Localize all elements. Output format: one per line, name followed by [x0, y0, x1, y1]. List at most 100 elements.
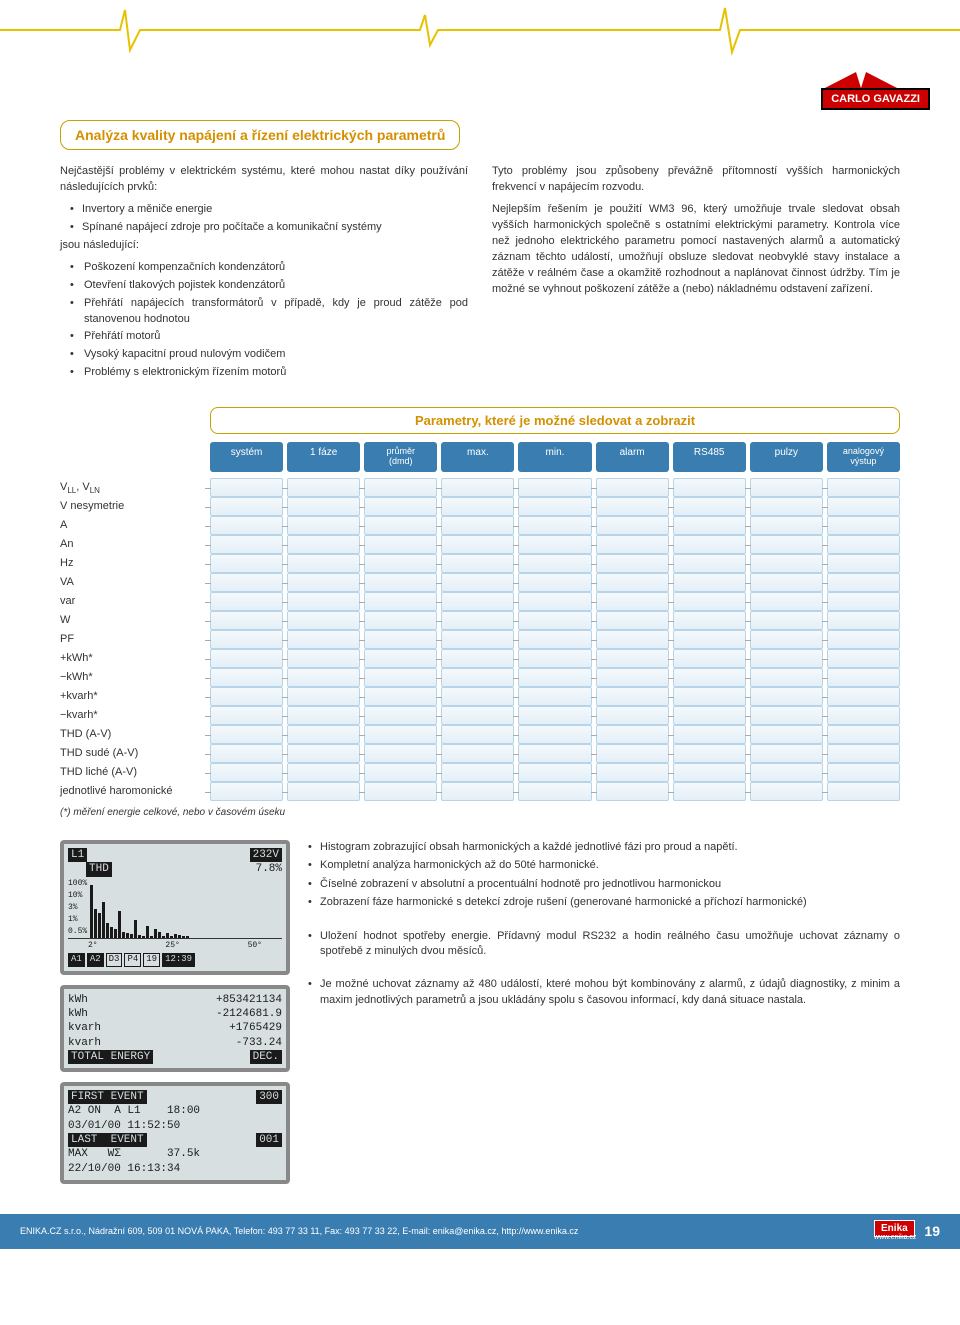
cause-item: Spínané napájecí zdroje pro počítače a k… [70, 220, 468, 236]
grid-cell [287, 706, 360, 725]
row-label: −kWh* [60, 668, 210, 687]
grid-cell [827, 478, 900, 497]
grid-cell [750, 706, 823, 725]
grid-cell [287, 516, 360, 535]
grid-cell [518, 497, 591, 516]
page-title: Analýza kvality napájení a řízení elektr… [75, 127, 445, 143]
grid-cell [518, 516, 591, 535]
grid-cell [287, 763, 360, 782]
row-label: V nesymetrie [60, 497, 210, 516]
grid-cell [750, 535, 823, 554]
grid-cell [750, 668, 823, 687]
grid-cell [673, 687, 746, 706]
desc-item: Zobrazení fáze harmonické s detekcí zdro… [308, 895, 900, 910]
grid-cell [827, 744, 900, 763]
grid-cell [518, 535, 591, 554]
grid-cell [750, 782, 823, 801]
grid-cell [750, 687, 823, 706]
grid-cell [596, 763, 669, 782]
grid-cell [673, 668, 746, 687]
row-label: var [60, 592, 210, 611]
grid-cell [673, 782, 746, 801]
grid-cell [596, 649, 669, 668]
grid-cell [518, 744, 591, 763]
grid-cell [596, 668, 669, 687]
effect-item: Otevření tlakových pojistek kondenzátorů [70, 278, 468, 294]
grid-cell [210, 763, 283, 782]
grid-cell [827, 554, 900, 573]
desc-item: Je možné uchovat záznamy až 480 událostí… [308, 977, 900, 1008]
row-label: −kvarh* [60, 706, 210, 725]
grid-cell [827, 782, 900, 801]
lcd-histogram-display: L1 232V THD 7.8% 100%10%3%1%0.5% 2°25°50… [60, 840, 290, 975]
lcd2-r4l: kvarh [68, 1036, 101, 1050]
row-label: Hz [60, 554, 210, 573]
grid-cell [364, 763, 437, 782]
effect-item: Přehřátí motorů [70, 329, 468, 345]
lcd1-histogram: 100%10%3%1%0.5% [68, 879, 282, 939]
grid-cell [210, 573, 283, 592]
grid-cell [441, 554, 514, 573]
lcd-event-display: FIRST EVENT300 A2 ON A L1 18:00 03/01/00… [60, 1082, 290, 1184]
grid-cell [287, 630, 360, 649]
row-label: THD sudé (A-V) [60, 744, 210, 763]
grid-cell [287, 744, 360, 763]
descriptions: Histogram zobrazující obsah harmonických… [308, 840, 900, 1026]
grid-cell [287, 611, 360, 630]
grid-row [210, 516, 900, 535]
grid-cell [750, 611, 823, 630]
lcd3-r3: 03/01/00 11:52:50 [68, 1119, 180, 1133]
grid-row [210, 573, 900, 592]
lcd1-badges: A1A2D3P41912:39 [68, 953, 282, 967]
grid-cell [518, 478, 591, 497]
grid-row [210, 478, 900, 497]
grid-cell [210, 649, 283, 668]
intro-columns: Nejčastější problémy v elektrickém systé… [60, 164, 900, 383]
row-label: THD liché (A-V) [60, 763, 210, 782]
grid-cell [518, 592, 591, 611]
grid-cell [287, 554, 360, 573]
grid-cell [518, 687, 591, 706]
grid-cell [596, 706, 669, 725]
grid-cell [364, 725, 437, 744]
footer-text: ENIKA.CZ s.r.o., Nádražní 609, 509 01 NO… [20, 1226, 578, 1236]
grid-cell [210, 744, 283, 763]
intro-text: Nejčastější problémy v elektrickém systé… [60, 164, 468, 196]
desc-item: Kompletní analýza harmonických až do 50t… [308, 858, 900, 873]
grid-cell [210, 535, 283, 554]
grid-cell [287, 497, 360, 516]
lcd2-r2v: -2124681.9 [216, 1007, 282, 1021]
grid-row [210, 687, 900, 706]
grid-cell [518, 573, 591, 592]
grid-row [210, 611, 900, 630]
row-label: VLL, VLN [60, 478, 210, 497]
grid-cell [750, 763, 823, 782]
lcd1-thd-val: 7.8% [256, 862, 282, 876]
grid-cell [827, 687, 900, 706]
desc-item: Histogram zobrazující obsah harmonických… [308, 840, 900, 855]
bottom-section: L1 232V THD 7.8% 100%10%3%1%0.5% 2°25°50… [60, 840, 900, 1184]
grid-cell [596, 782, 669, 801]
lcd-stack: L1 232V THD 7.8% 100%10%3%1%0.5% 2°25°50… [60, 840, 290, 1184]
row-label: THD (A-V) [60, 725, 210, 744]
right-p1: Tyto problémy jsou způsobeny převážně př… [492, 164, 900, 196]
grid-cell [596, 592, 669, 611]
lcd2-r2l: kWh [68, 1007, 88, 1021]
row-labels: VLL, VLNV nesymetrieAAnHzVAvarWPF+kWh*−k… [60, 478, 210, 801]
grid-cell [750, 725, 823, 744]
page: CARLO GAVAZZI Analýza kvality napájení a… [0, 0, 960, 1249]
grid-cell [441, 725, 514, 744]
grid-cell [596, 725, 669, 744]
grid-cell [210, 725, 283, 744]
desc-item: Číselné zobrazení v absolutní a procentu… [308, 877, 900, 892]
grid-cell [750, 573, 823, 592]
row-label: A [60, 516, 210, 535]
footer-sub: www.enika.cz [874, 1234, 916, 1241]
header-cell: alarm [596, 442, 669, 472]
row-label: +kWh* [60, 649, 210, 668]
grid-cell [827, 668, 900, 687]
grid-cell [673, 535, 746, 554]
grid-cell [673, 592, 746, 611]
grid-cell [210, 782, 283, 801]
grid-cell [441, 668, 514, 687]
